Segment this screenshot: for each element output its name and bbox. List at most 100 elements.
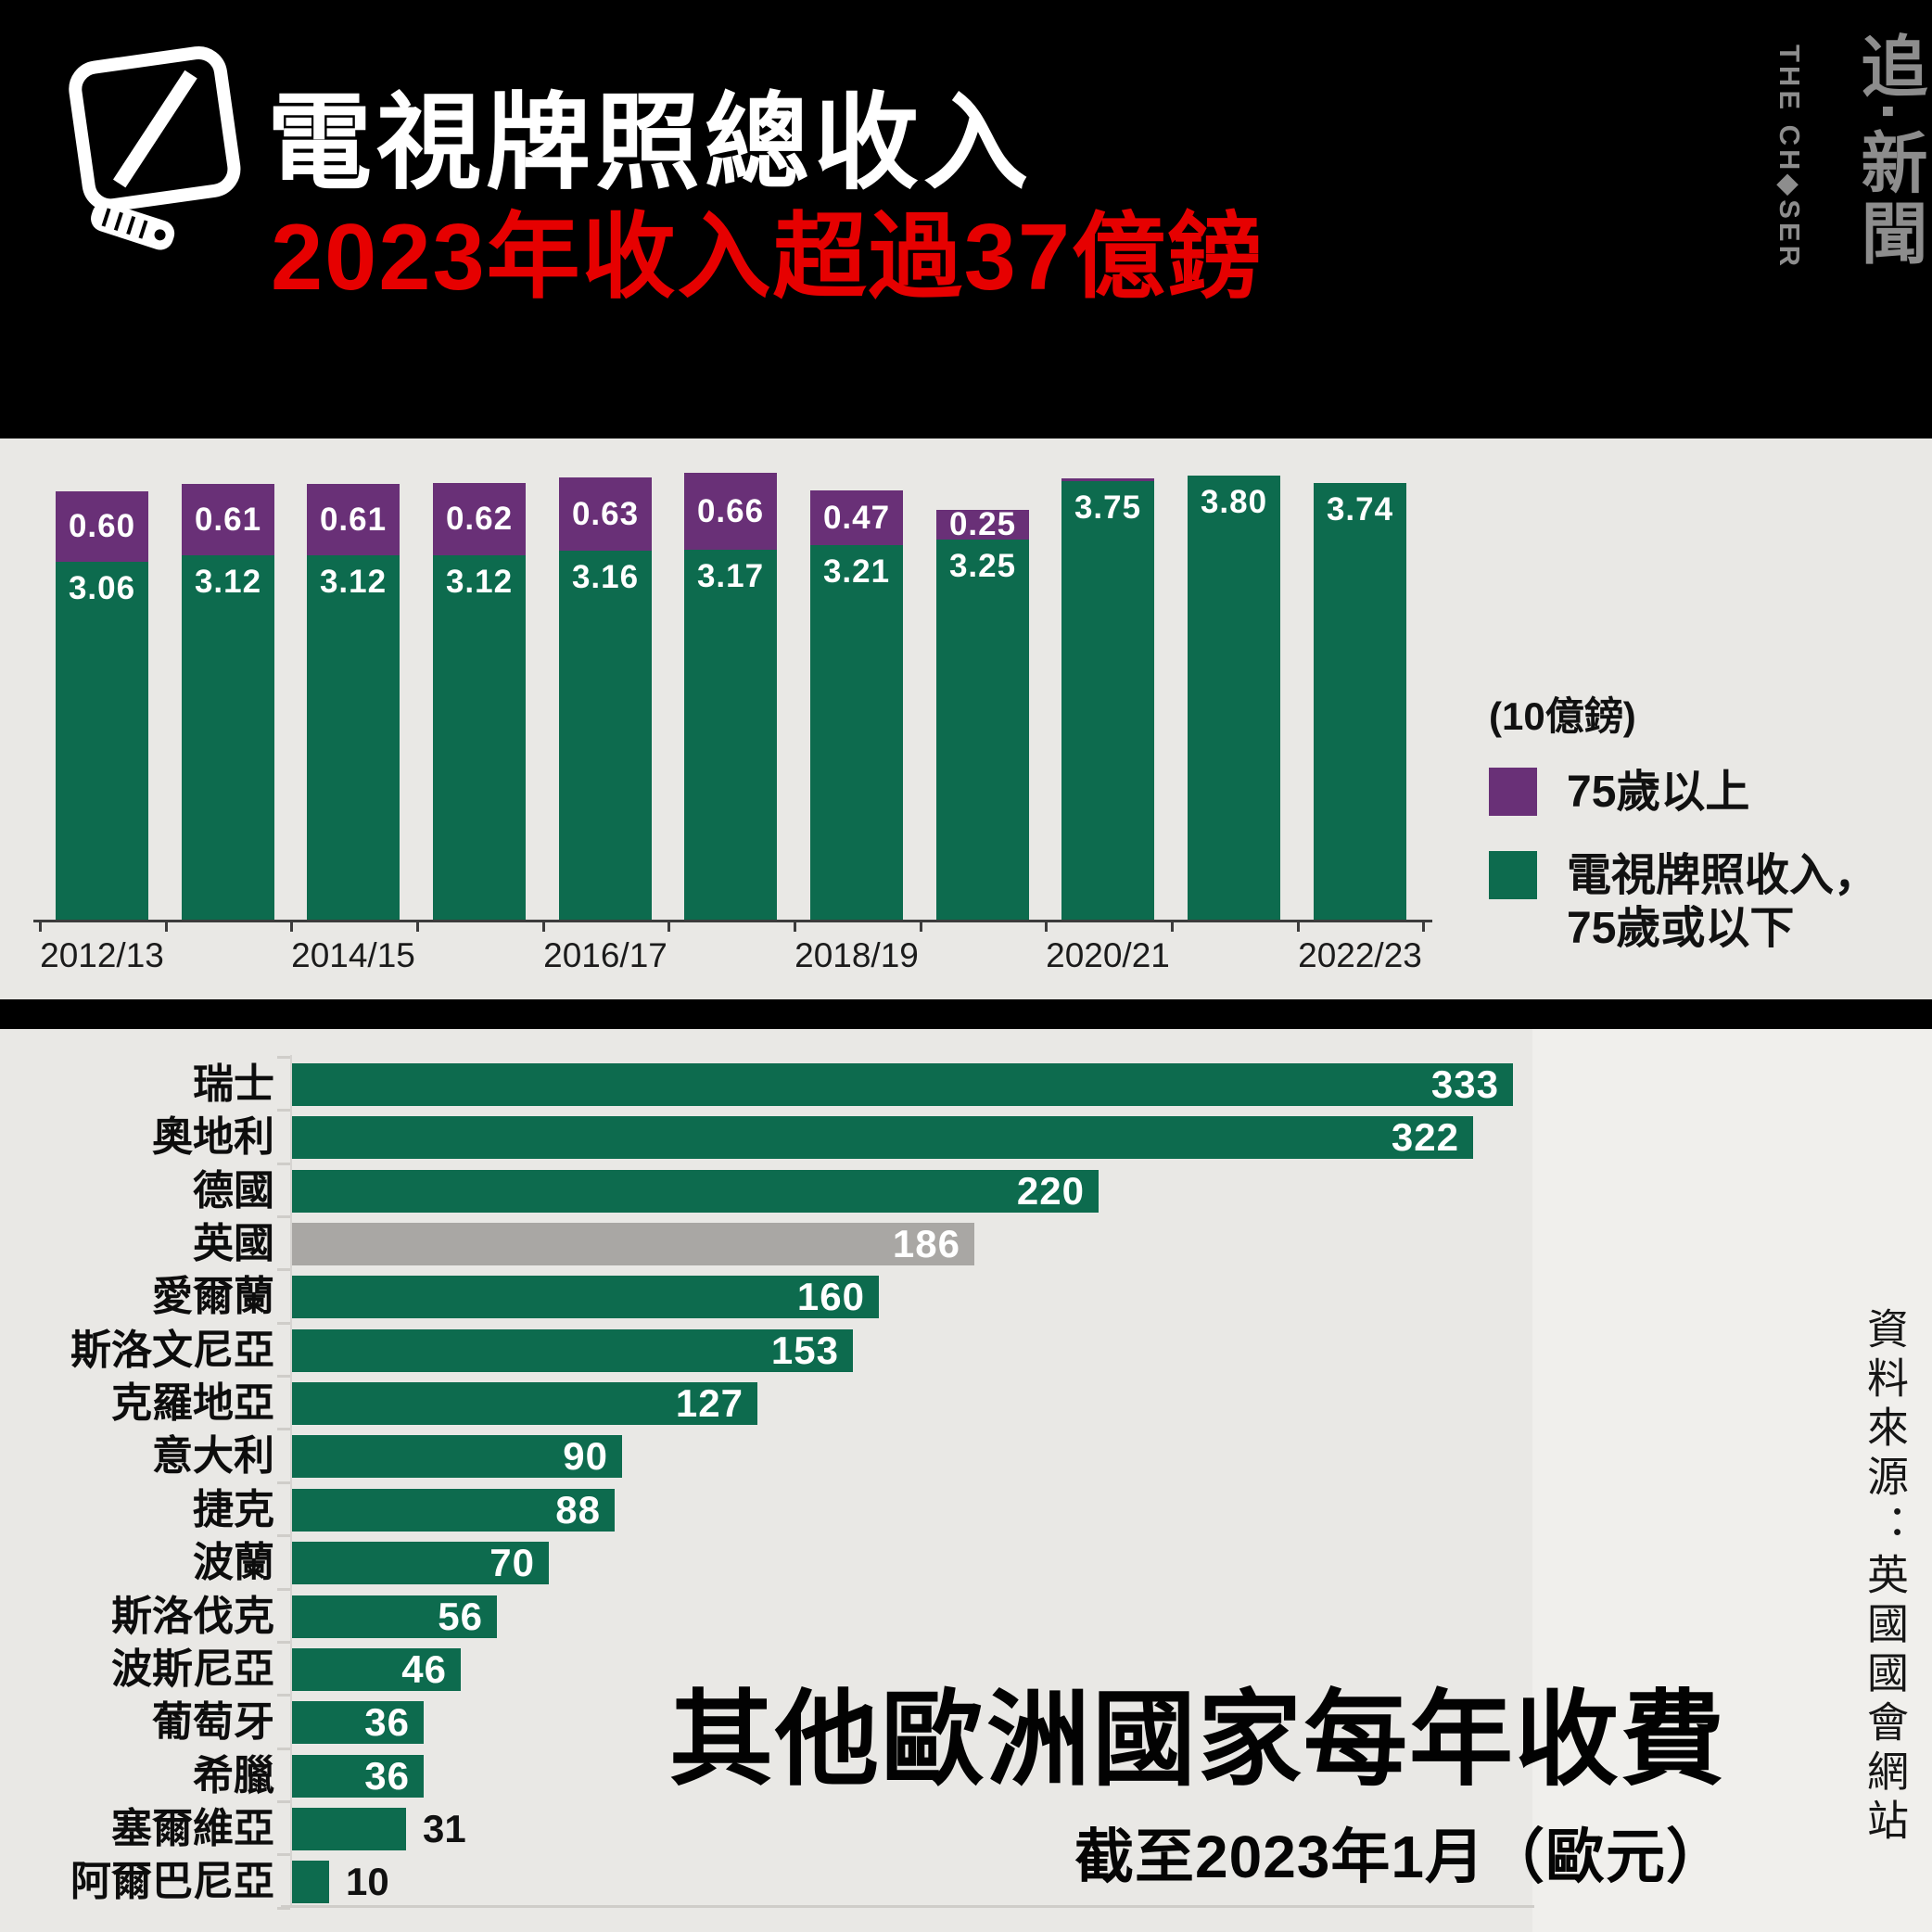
country-bar: 322	[292, 1115, 1473, 1159]
category-label: 德國	[193, 1168, 274, 1214]
y-axis-tick	[277, 1056, 290, 1059]
bar-value-label: 322	[1391, 1115, 1459, 1159]
category-label: 愛爾蘭	[152, 1274, 274, 1319]
y-axis-tick	[277, 1322, 290, 1325]
bar-value-label: 36	[364, 1700, 410, 1744]
bar-value-label: 46	[401, 1647, 447, 1691]
bar-segment-over75: 0.63	[559, 477, 652, 551]
top-chart-plot: 0.60 3.06 0.61 3.12 0.61 3.12 0.62 3.12 0.63 3.16…	[0, 439, 1932, 999]
header: 電視牌照總收入 2023年收入超過37億鎊 THE CH◆SER 追·新聞	[0, 0, 1932, 439]
category-label: 希臘	[193, 1753, 274, 1799]
x-axis-tick	[1045, 922, 1048, 932]
under75-value-label: 3.74	[1326, 491, 1394, 527]
under75-value-label: 3.75	[1074, 489, 1142, 526]
country-bar: 333	[292, 1062, 1513, 1106]
under75-value-label: 3.12	[319, 564, 388, 600]
bar-value-label: 153	[770, 1328, 839, 1372]
bar-segment-over75	[1061, 478, 1154, 481]
category-label: 瑞士	[193, 1061, 274, 1107]
bar-value-label: 56	[438, 1595, 483, 1638]
category-label: 塞爾維亞	[111, 1806, 274, 1851]
logo-the-chaser-en: THE CH◆SER	[1773, 44, 1806, 270]
under75-value-label: 3.17	[696, 558, 765, 594]
bar-segment-under75: 3.74	[1314, 483, 1406, 920]
x-axis-tick	[416, 922, 419, 932]
y-axis-tick	[277, 1375, 290, 1378]
y-axis-tick	[277, 1907, 290, 1910]
bottom-chart-title: 其他歐洲國家每年收費	[669, 1682, 1726, 1798]
logo-en-prefix: THE CH	[1773, 44, 1806, 174]
y-axis-tick	[277, 1853, 290, 1856]
over75-value-label: 0.60	[68, 508, 136, 544]
remote-icon	[91, 201, 175, 250]
bottom-light-panel	[1532, 1029, 1932, 1932]
top-chart-x-axis	[33, 920, 1432, 922]
x-axis-tick	[1297, 922, 1300, 932]
bar-value-label: 31	[423, 1807, 466, 1850]
bar-value-label: 10	[346, 1860, 389, 1903]
diamond-icon: ◆	[1773, 173, 1806, 200]
category-label: 波斯尼亞	[111, 1646, 274, 1692]
over75-value-label: 0.62	[445, 501, 514, 537]
bar-value-label: 36	[364, 1754, 410, 1798]
category-label: 葡萄牙	[152, 1699, 274, 1745]
over75-value-label: 0.63	[571, 495, 640, 532]
bar-value-label: 186	[892, 1222, 960, 1265]
under75-value-label: 3.12	[194, 564, 262, 600]
under75-value-label: 3.12	[445, 564, 514, 600]
x-axis-tick	[165, 922, 168, 932]
category-label: 捷克	[193, 1487, 274, 1532]
bar-segment-under75: 3.06	[56, 562, 148, 920]
legend-label-under75: 電視牌照收入， 75歲或以下	[1567, 849, 1878, 956]
category-label: 斯洛文尼亞	[70, 1328, 274, 1373]
country-bar: 56	[292, 1595, 497, 1638]
category-label: 英國	[193, 1221, 274, 1266]
bar-segment-under75: 3.12	[307, 555, 400, 920]
legend-label-under75-line2: 75歲或以下	[1567, 904, 1795, 954]
country-bar: 90	[292, 1434, 622, 1478]
section-divider	[0, 999, 1932, 1029]
legend-item-under75: 電視牌照收入， 75歲或以下	[1489, 849, 1878, 956]
category-label: 斯洛伐克	[111, 1594, 274, 1639]
bar-segment-over75: 0.61	[182, 484, 274, 555]
bar-segment-over75: 0.61	[307, 484, 400, 555]
bar-segment-over75: 0.47	[810, 490, 903, 545]
bottom-chart-y-axis	[290, 1055, 292, 1907]
country-bar: 46	[292, 1647, 461, 1691]
bar-segment-over75: 0.62	[433, 483, 526, 555]
country-bar: 127	[292, 1381, 757, 1425]
country-bar	[292, 1808, 406, 1850]
y-axis-tick	[277, 1748, 290, 1750]
y-axis-tick	[277, 1268, 290, 1271]
category-label: 奧地利	[152, 1114, 274, 1160]
country-bar: 220	[292, 1169, 1099, 1213]
page-title: 電視牌照總收入	[267, 84, 1033, 201]
legend: (10億鎊) 75歲以上 電視牌照收入， 75歲或以下	[1489, 685, 1878, 985]
legend-label-under75-line1: 電視牌照收入，	[1567, 850, 1879, 900]
bar-segment-under75: 3.17	[684, 550, 777, 920]
bottom-chart-baseline	[281, 1905, 1534, 1908]
bar-segment-under75: 3.21	[810, 545, 903, 920]
under75-value-label: 3.25	[948, 548, 1017, 584]
x-axis-tick	[1422, 922, 1425, 932]
under75-value-label: 3.16	[571, 559, 640, 595]
y-axis-tick	[277, 1694, 290, 1697]
over75-value-label: 0.66	[696, 492, 765, 529]
x-axis-label: 2012/13	[40, 936, 164, 974]
country-bar: 36	[292, 1700, 424, 1744]
bar-segment-under75: 3.80	[1188, 476, 1280, 920]
bar-segment-under75: 3.75	[1061, 481, 1154, 920]
bar-segment-over75: 0.66	[684, 473, 777, 550]
y-axis-tick	[277, 1215, 290, 1218]
legend-swatch-over75	[1489, 768, 1537, 816]
x-axis-tick	[920, 922, 922, 932]
bar-segment-over75: 0.60	[56, 491, 148, 562]
bar-segment-under75: 3.25	[936, 540, 1029, 920]
over75-value-label: 0.25	[948, 506, 1017, 542]
country-bar: 88	[292, 1488, 615, 1532]
logo-the-chaser-cn: 追·新聞	[1850, 32, 1925, 269]
bar-segment-under75: 3.12	[182, 555, 274, 920]
x-axis-label: 2020/21	[1046, 936, 1170, 974]
x-axis-tick	[794, 922, 796, 932]
